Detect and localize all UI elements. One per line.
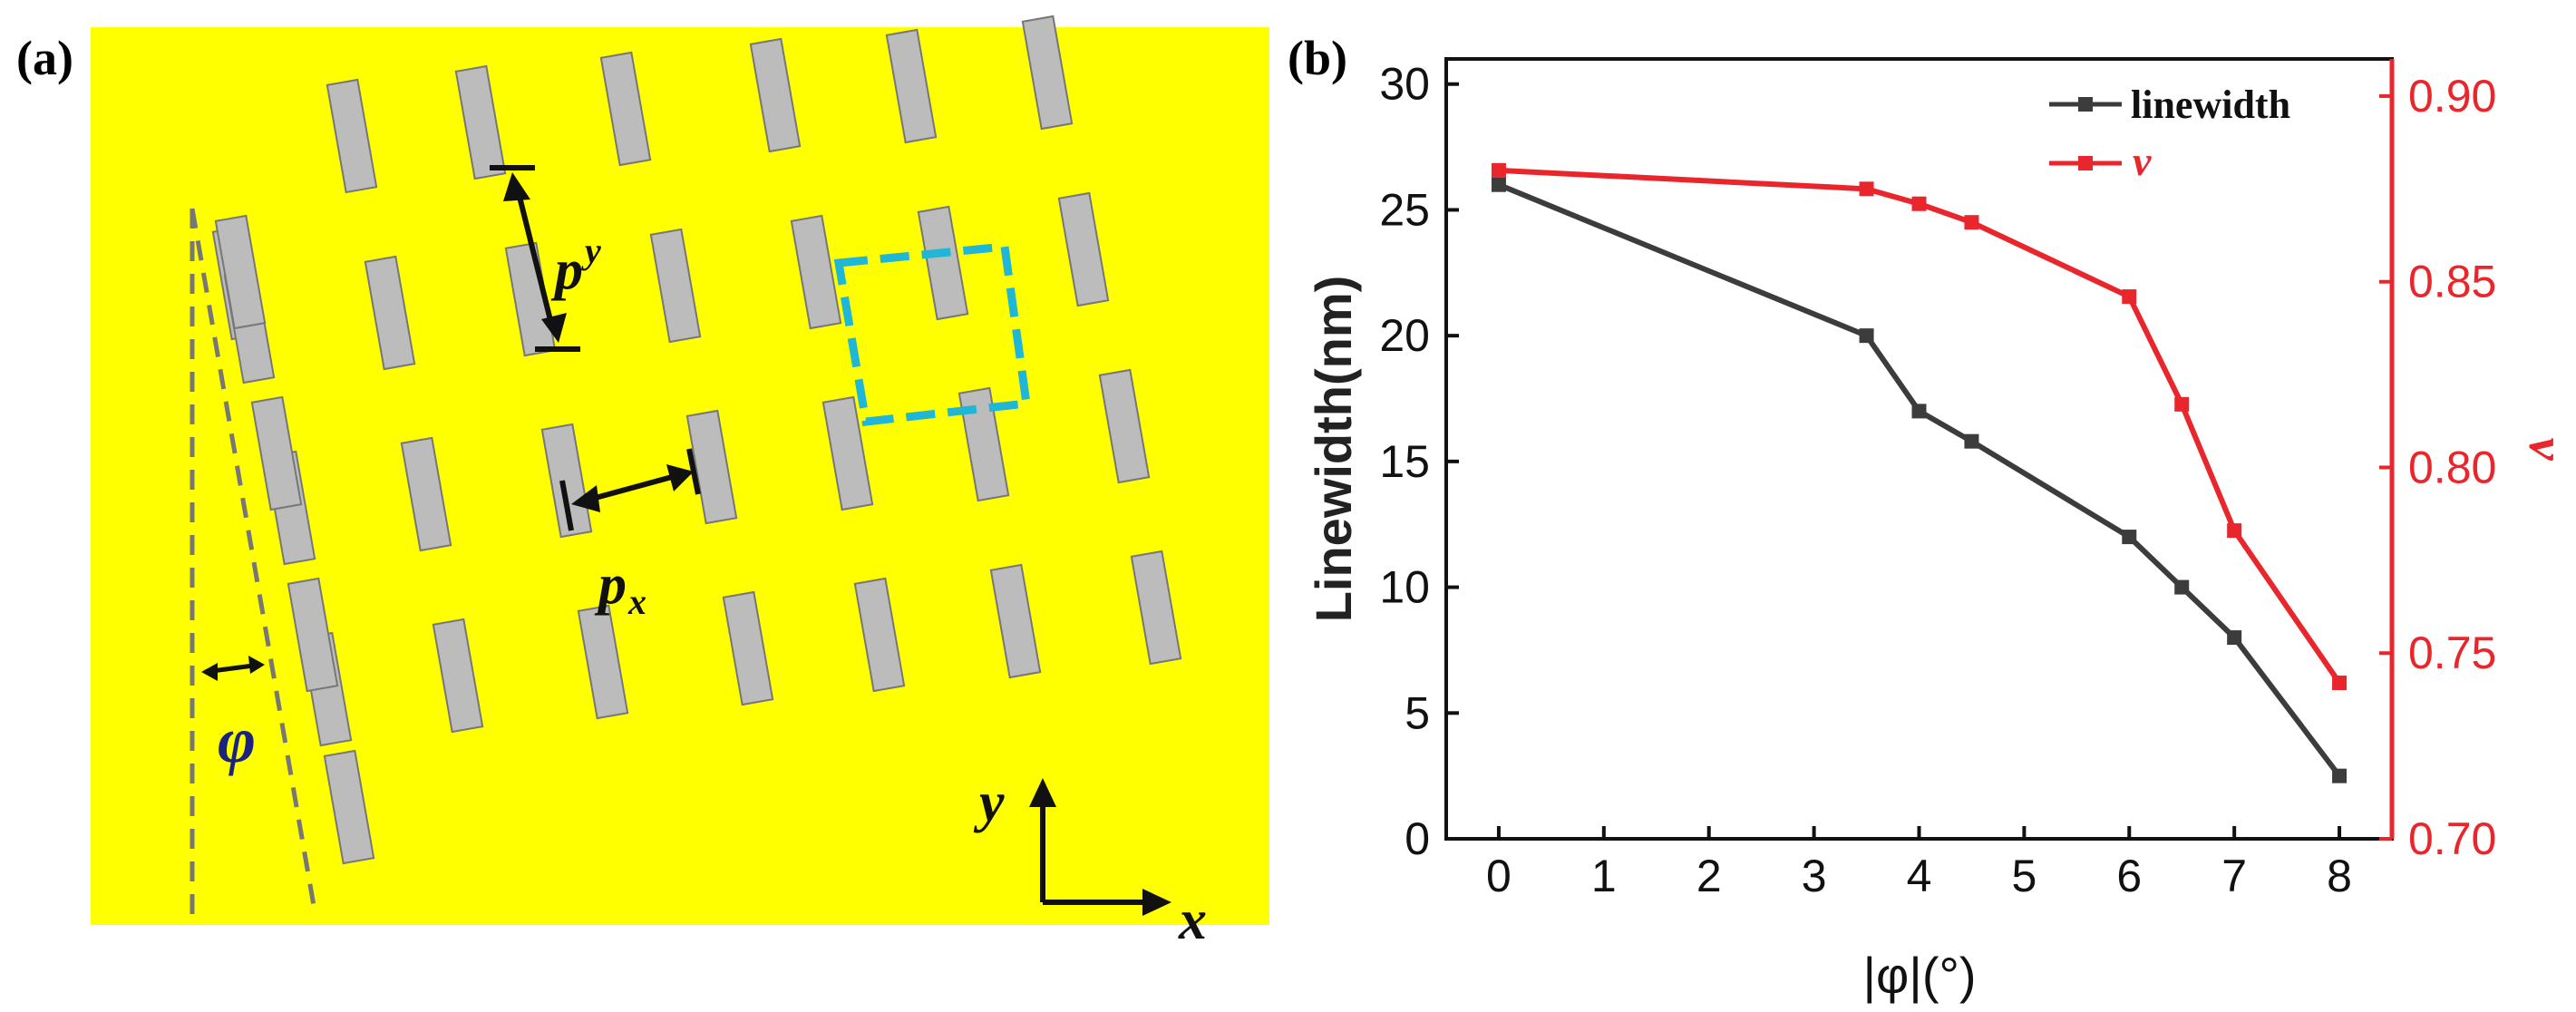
series-layer <box>1491 162 2348 783</box>
nanorod <box>599 51 652 167</box>
px-period-marker: px <box>559 448 701 622</box>
nanorod <box>250 395 303 511</box>
panel-a-metasurface-diagram: (a) φ py px <box>16 15 1269 951</box>
px-label: px <box>594 554 646 622</box>
axis-ticks: 0 1 2 3 4 5 6 7 8 0 5 10 15 20 25 30 0.70 0.75 0.80 0.85 0.9… <box>1379 59 2496 901</box>
x-tick-label: 1 <box>1591 851 1617 901</box>
nanorod <box>540 423 593 539</box>
data-point-v <box>1859 181 1874 197</box>
nanorod <box>287 577 339 693</box>
data-point-linewidth <box>1491 177 1506 192</box>
y2-tick-label: 0.70 <box>2408 813 2496 864</box>
nanorod <box>722 590 774 706</box>
nanorod <box>853 577 906 693</box>
x-tick-label: 6 <box>2116 851 2142 901</box>
x-tick-label: 5 <box>2011 851 2036 901</box>
data-point-linewidth <box>1859 328 1874 344</box>
nanorod <box>790 214 842 330</box>
legend: linewidth v <box>2049 83 2290 184</box>
nanorod <box>1098 368 1151 484</box>
x-tick-label: 2 <box>1696 851 1722 901</box>
nanorod <box>432 618 484 734</box>
nanorod <box>885 28 938 144</box>
nanorod <box>400 436 452 552</box>
tilted-reference-dashed-line <box>190 208 318 917</box>
x-tick-label: 8 <box>2327 851 2352 901</box>
phi-symbol: φ <box>218 704 256 776</box>
data-point-linewidth <box>2332 768 2348 783</box>
x-axis-title: |φ|(°) <box>1862 947 1976 1004</box>
nanorod <box>454 64 507 180</box>
y2-tick-label: 0.75 <box>2408 628 2496 678</box>
legend-label-v: v <box>2133 138 2152 184</box>
nanorod <box>1057 191 1110 307</box>
unit-cell-highlight <box>833 242 1032 426</box>
y2-tick-label: 0.85 <box>2408 257 2496 307</box>
x-tick-label: 7 <box>2221 851 2247 901</box>
nanorod <box>326 78 378 194</box>
nanorod-array <box>211 15 1182 865</box>
nanorod <box>989 563 1042 679</box>
nanorod <box>577 604 629 720</box>
series-line-v <box>1498 167 2342 685</box>
y-tick-label: 15 <box>1379 436 1430 487</box>
y-axis-title: Linewidth(nm) <box>1305 276 1362 623</box>
data-point-v <box>1491 162 1506 178</box>
legend-marker-linewidth <box>2078 97 2093 112</box>
nanorod <box>685 409 738 525</box>
y2-axis-title: v <box>2518 438 2574 462</box>
y2-tick-label: 0.80 <box>2408 442 2496 492</box>
panel-b-label: (b) <box>1288 31 1347 85</box>
nanorod <box>917 205 969 321</box>
data-point-v <box>1964 215 1979 230</box>
nanorod <box>957 386 1010 502</box>
data-point-v <box>2122 289 2137 305</box>
data-point-v <box>2332 676 2348 690</box>
y2-tick-label: 0.90 <box>2408 71 2496 122</box>
coordinate-axes: y x <box>973 772 1207 951</box>
data-point-linewidth <box>1964 433 1979 449</box>
x-axis-label: x <box>1178 890 1207 951</box>
legend-marker-v <box>2078 156 2093 170</box>
nanorod <box>214 214 267 330</box>
phi-angle-marker: φ <box>201 656 265 776</box>
legend-label-linewidth: linewidth <box>2131 83 2290 127</box>
data-point-v <box>1911 196 1927 211</box>
y-tick-label: 30 <box>1379 59 1430 110</box>
nanorod <box>821 395 874 511</box>
y-tick-label: 20 <box>1379 310 1430 361</box>
data-point-linewidth <box>2122 530 2137 545</box>
nanorod <box>364 255 416 371</box>
y-tick-label: 0 <box>1405 813 1430 864</box>
y-tick-label: 10 <box>1379 562 1430 613</box>
panel-b-chart: (b) 0 1 2 3 4 5 6 7 8 0 5 10 15 20 25 30 0.70 0.75 0.80 0.8… <box>1288 31 2574 1004</box>
y-tick-label: 5 <box>1405 687 1430 738</box>
nanorod <box>749 37 802 153</box>
nanorod <box>1021 15 1074 131</box>
panel-a-label: (a) <box>16 31 73 85</box>
nanorod <box>1130 550 1182 666</box>
x-tick-label: 4 <box>1907 851 1932 901</box>
x-tick-label: 3 <box>1802 851 1827 901</box>
py-label: py <box>550 230 601 301</box>
data-point-linewidth <box>1911 404 1927 419</box>
series-line-linewidth <box>1497 181 2342 778</box>
py-period-marker: py <box>490 165 601 352</box>
nanorod <box>323 749 375 865</box>
data-point-linewidth <box>2227 630 2242 646</box>
data-point-v <box>2174 396 2190 412</box>
nanorod <box>649 228 702 344</box>
data-point-linewidth <box>2174 579 2190 595</box>
data-point-v <box>2227 523 2242 539</box>
y-tick-label: 25 <box>1379 184 1430 235</box>
x-tick-label: 0 <box>1486 851 1512 901</box>
